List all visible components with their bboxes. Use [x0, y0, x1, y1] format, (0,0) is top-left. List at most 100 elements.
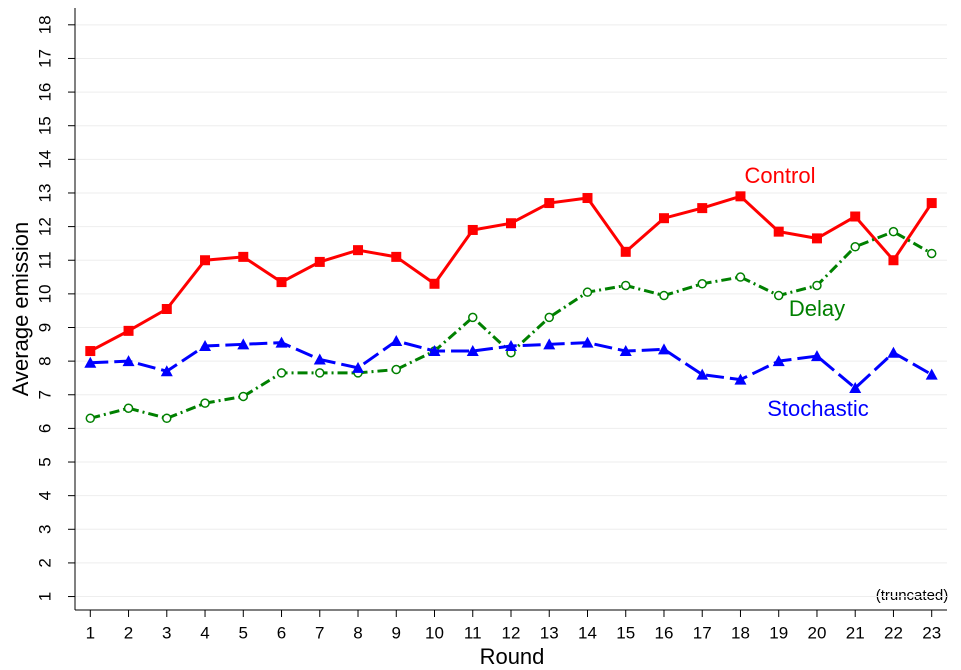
series-label: Stochastic: [767, 396, 869, 421]
marker: [238, 391, 249, 402]
x-axis-title: Round: [480, 644, 545, 669]
x-tick-label: 18: [731, 623, 750, 642]
marker: [123, 325, 134, 336]
marker: [276, 277, 287, 288]
x-tick-label: 13: [540, 623, 559, 642]
y-tick-label: 3: [35, 525, 54, 534]
marker: [849, 382, 862, 394]
marker: [353, 245, 364, 256]
marker: [123, 403, 134, 413]
y-axis-title: Average emission: [8, 222, 33, 396]
y-tick-label: 1: [35, 592, 54, 601]
marker: [160, 365, 173, 377]
marker: [888, 226, 899, 237]
marker: [506, 218, 516, 229]
x-tick-label: 23: [922, 623, 941, 642]
x-tick-label: 9: [392, 623, 401, 642]
marker: [620, 280, 631, 291]
y-tick-label: 2: [35, 558, 54, 567]
marker: [773, 226, 784, 237]
marker: [85, 413, 96, 424]
marker: [773, 290, 784, 301]
x-tick-label: 5: [239, 623, 248, 642]
x-tick-label: 10: [425, 623, 444, 642]
marker: [161, 304, 172, 314]
marker: [582, 193, 593, 204]
y-tick-label: 17: [35, 49, 54, 68]
y-tick-label: 7: [35, 390, 54, 399]
y-tick-label: 15: [35, 116, 54, 135]
marker: [544, 198, 555, 209]
y-tick-label: 13: [35, 184, 54, 203]
y-tick-label: 18: [35, 15, 54, 34]
x-tick-label: 19: [769, 623, 788, 642]
marker: [619, 345, 632, 357]
marker: [735, 272, 746, 282]
x-tick-label: 8: [353, 623, 362, 642]
y-tick-label: 11: [35, 251, 54, 269]
series-label: Delay: [789, 296, 845, 321]
marker: [772, 355, 785, 367]
x-tick-label: 22: [884, 623, 903, 642]
x-tick-label: 4: [200, 623, 209, 642]
marker: [887, 346, 900, 358]
marker: [352, 361, 365, 373]
y-tick-label: 4: [35, 491, 54, 500]
marker: [581, 336, 594, 348]
x-tick-label: 20: [808, 623, 827, 642]
y-tick-label: 16: [35, 83, 54, 102]
marker: [200, 255, 211, 266]
y-tick-label: 14: [35, 150, 54, 169]
marker: [468, 312, 478, 323]
marker: [734, 373, 747, 385]
marker: [313, 353, 326, 365]
note: (truncated): [876, 587, 949, 604]
marker: [811, 233, 822, 244]
marker: [735, 191, 746, 202]
y-tick-label: 9: [35, 323, 54, 332]
x-tick-label: 6: [277, 623, 286, 642]
marker: [122, 355, 135, 367]
marker: [658, 213, 669, 224]
marker: [162, 413, 172, 424]
marker: [237, 338, 250, 350]
marker: [696, 368, 709, 380]
marker: [850, 242, 860, 252]
marker: [200, 398, 210, 408]
marker: [925, 368, 938, 380]
x-tick-label: 21: [846, 623, 865, 642]
marker: [315, 368, 325, 378]
marker: [275, 336, 288, 348]
marker: [238, 251, 249, 262]
x-tick-label: 16: [655, 623, 674, 642]
x-tick-label: 17: [693, 623, 712, 642]
marker: [850, 211, 861, 222]
marker: [85, 346, 96, 357]
marker: [391, 251, 402, 262]
marker: [812, 280, 822, 291]
marker: [620, 246, 631, 257]
marker: [926, 198, 937, 209]
marker: [467, 224, 478, 235]
marker: [657, 343, 670, 355]
marker: [429, 278, 440, 289]
marker: [505, 339, 517, 351]
y-tick-label: 12: [35, 217, 54, 236]
marker: [659, 290, 669, 301]
marker: [276, 368, 287, 378]
marker: [391, 364, 402, 375]
marker: [888, 255, 899, 266]
marker: [543, 338, 556, 350]
marker: [697, 203, 708, 214]
y-tick-label: 10: [35, 284, 54, 303]
x-tick-label: 12: [502, 623, 521, 642]
y-tick-label: 8: [35, 356, 54, 365]
marker: [466, 345, 479, 357]
marker: [390, 334, 403, 346]
marker: [697, 279, 707, 289]
marker: [582, 287, 593, 297]
series-label: Control: [745, 163, 816, 188]
x-tick-label: 3: [162, 623, 171, 642]
y-tick-label: 5: [35, 457, 54, 466]
